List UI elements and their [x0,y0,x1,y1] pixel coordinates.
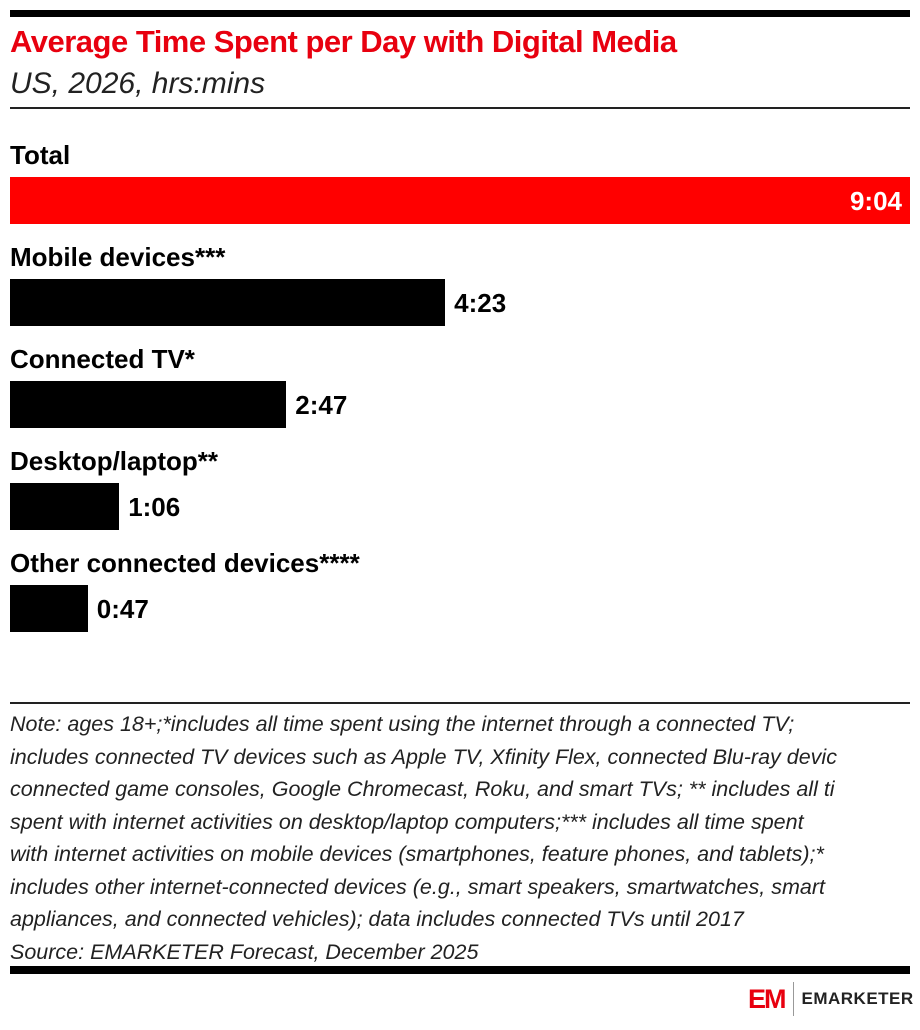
chart-title: Average Time Spent per Day with Digital … [10,24,677,59]
bar [10,483,120,530]
header-rule [10,107,910,109]
footer-rule [10,702,910,704]
category-label: Desktop/laptop** [10,446,219,476]
category-label: Connected TV* [10,344,195,374]
logo-name: EMARKETER [801,989,914,1008]
bottom-bar [10,966,910,974]
note-line: includes other internet-connected device… [10,874,825,899]
value-label: 4:23 [454,288,507,318]
value-label: 1:06 [128,492,181,522]
note-line: appliances, and connected vehicles); dat… [10,907,744,931]
note-line: Source: EMARKETER Forecast, December 202… [10,939,479,964]
top-bar [10,10,910,17]
chart-subtitle: US, 2026, hrs:mins [10,67,266,100]
note-line: includes connected TV devices such as Ap… [10,744,837,769]
bar [10,279,446,326]
note-line: spent with internet activities on deskto… [10,809,804,834]
category-label: Total [10,140,71,170]
note-line: connected game consoles, Google Chromeca… [10,777,835,801]
bar [10,177,910,224]
logo-divider [792,982,794,1016]
emarketer-logo: EM EMARKETER [748,982,914,1016]
category-label: Mobile devices*** [10,242,226,272]
note-line: with internet activities on mobile devic… [10,842,824,866]
value-label: 2:47 [295,390,348,420]
bar [10,381,287,428]
bar [10,585,88,632]
logo-mark: EM [748,983,786,1014]
note-line: Note: ages 18+;*includes all time spent … [10,712,795,736]
footnote: Note: ages 18+;*includes all time spent … [10,708,910,968]
value-label: 9:04 [849,186,902,216]
value-label: 0:47 [96,594,149,624]
category-label: Other connected devices**** [10,548,360,578]
